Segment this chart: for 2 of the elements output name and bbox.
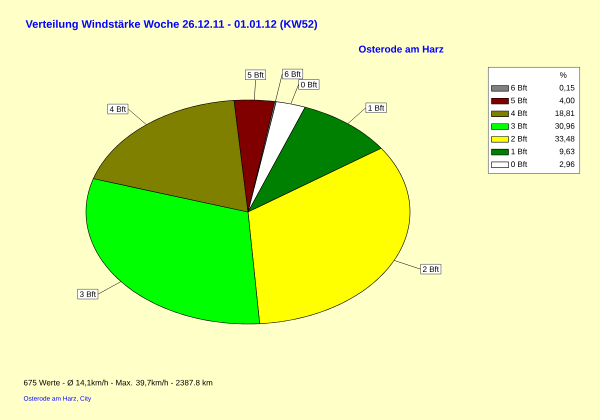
chart-subtitle: Osterode am Harz [358, 45, 444, 53]
chart-title: Verteilung Windstärke Woche 26.12.11 - 01.01.12 (KW52) [26, 20, 318, 30]
